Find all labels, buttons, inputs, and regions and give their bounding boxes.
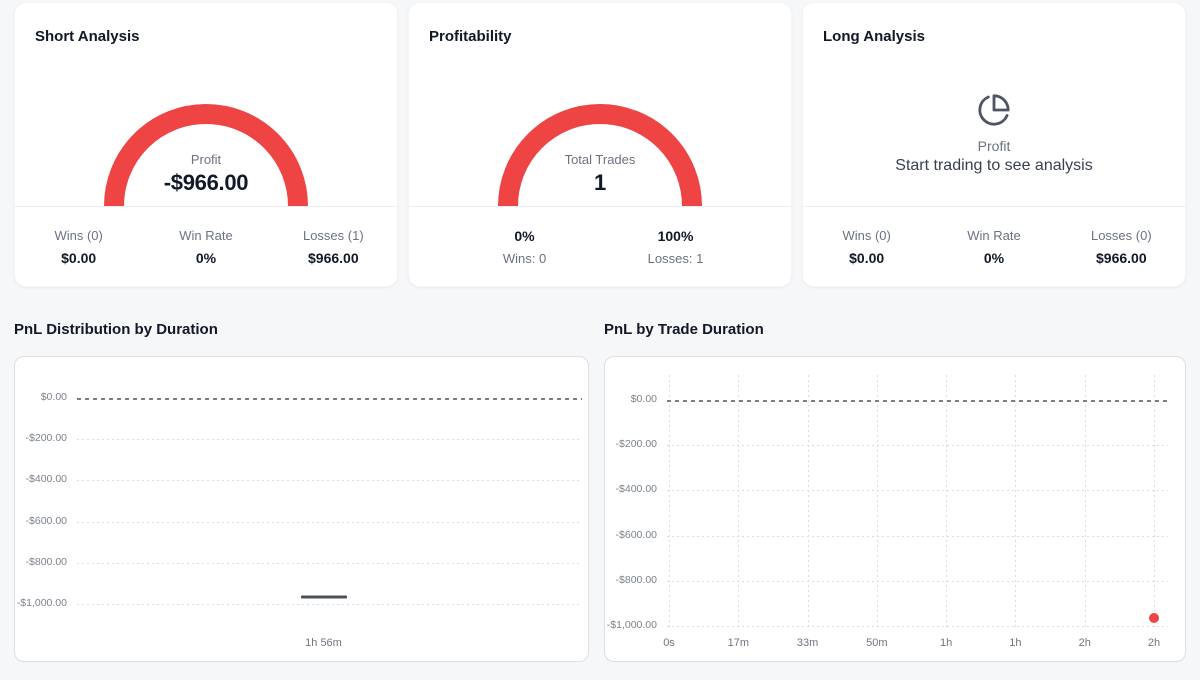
stat-cell: Wins (0) $0.00: [15, 228, 142, 266]
long-analysis-title: Long Analysis: [823, 28, 925, 45]
pie-chart-icon: [978, 94, 1010, 126]
y-tick-label: $0.00: [630, 393, 657, 405]
y-tick-label: -$400.00: [615, 483, 657, 496]
y-tick-label: -$800.00: [615, 573, 657, 586]
x-tick-label: 2h: [1147, 637, 1161, 649]
stat-value: $0.00: [849, 249, 885, 266]
gridline-v: [1084, 375, 1086, 628]
gridline-v: [876, 375, 878, 628]
x-tick-label: 50m: [866, 637, 888, 649]
stat-value: $0.00: [61, 249, 97, 266]
scatter-point[interactable]: [1149, 613, 1159, 624]
stat-label: Wins (0): [842, 227, 891, 243]
stat-cell: Losses (1) $966.00: [270, 228, 397, 266]
stat-value: 0%: [195, 249, 217, 266]
stat-value: 0%: [514, 227, 535, 244]
long-analysis-empty-state: Profit Start trading to see analysis: [803, 93, 1185, 175]
stat-cell: 0% Wins: 0: [449, 228, 600, 266]
y-tick-label: -$200.00: [25, 432, 67, 445]
gridline-h: [667, 580, 1168, 582]
empty-state-message: Start trading to see analysis: [895, 157, 1093, 174]
gauge-label: Profit: [190, 152, 222, 167]
long-analysis-stats: Wins (0) $0.00 Win Rate 0% Losses (0) $966.00: [803, 207, 1185, 286]
total-trades-gauge[interactable]: Total Trades 1: [498, 104, 702, 206]
chart-headings-row: PnL Distribution by Duration PnL by Trad…: [14, 320, 1186, 340]
pnl-by-duration-heading: PnL by Trade Duration: [604, 321, 764, 338]
profitability-title: Profitability: [429, 28, 512, 45]
y-tick-label: $0.00: [40, 391, 67, 403]
profitability-card: Profitability Total Trades 1 0% Wins: 0 10…: [408, 2, 792, 287]
gauge-arc-icon: [104, 104, 308, 206]
stat-cell: 100% Losses: 1: [600, 228, 751, 266]
y-tick-label: -$400.00: [25, 473, 67, 486]
stat-label: Losses (0): [1090, 227, 1152, 243]
stat-cell: Wins (0) $0.00: [803, 228, 930, 266]
stat-label: Losses: 1: [647, 250, 704, 266]
stat-label: Wins (0): [54, 227, 103, 243]
x-tick-label: 33m: [796, 637, 819, 649]
gauge-value: 1: [594, 170, 606, 195]
y-tick-label: -$600.00: [615, 528, 657, 541]
gridline-v: [669, 375, 670, 628]
x-tick-label: 1h: [1009, 637, 1022, 649]
stat-value: $966.00: [1096, 249, 1147, 266]
y-tick-label: -$600.00: [25, 514, 67, 527]
stat-cell: Win Rate 0%: [142, 228, 269, 266]
gridline-h: [77, 439, 582, 441]
stat-value: 100%: [657, 227, 694, 244]
gridline-v: [807, 375, 809, 628]
gridline-v: [738, 375, 740, 628]
short-analysis-card: Short Analysis Profit -$966.00 Wins (0) $…: [14, 2, 398, 287]
zero-line: [667, 400, 1168, 402]
stat-value: $966.00: [308, 249, 359, 266]
gridline-h: [77, 521, 582, 523]
card-divider: [15, 206, 397, 207]
y-tick-label: -$800.00: [25, 555, 67, 568]
stat-label: Losses (1): [302, 227, 364, 243]
stat-label: Win Rate: [179, 227, 233, 243]
stat-cell: Losses (0) $966.00: [1058, 228, 1185, 266]
profitability-stats: 0% Wins: 0 100% Losses: 1: [409, 207, 791, 286]
gauge-label: Total Trades: [564, 152, 636, 167]
gridline-h: [77, 480, 582, 482]
gridline-h: [667, 626, 1168, 627]
charts-row: $0.00 -$200.00 -$400.00 -$600.00 -$800.00 -$1…: [14, 356, 1186, 662]
gridline-h: [77, 562, 582, 564]
stat-label: Wins: 0: [502, 250, 547, 266]
gridline-h: [667, 445, 1168, 447]
y-tick-label: -$1,000.00: [16, 597, 67, 609]
card-divider: [803, 206, 1185, 207]
gauge-arc-icon: [498, 104, 702, 206]
empty-state-label: Profit: [977, 138, 1011, 154]
gridline-h: [667, 535, 1168, 537]
short-analysis-stats: Wins (0) $0.00 Win Rate 0% Losses (1) $966.00: [15, 207, 397, 286]
pnl-distribution-heading: PnL Distribution by Duration: [14, 321, 218, 338]
x-tick-label: 1h 56m: [305, 637, 342, 649]
stat-label: Win Rate: [967, 227, 1021, 243]
gridline-v: [1015, 375, 1017, 628]
x-tick-label: 0s: [663, 637, 675, 649]
pnl-by-trade-duration-chart[interactable]: $0.00 -$200.00 -$400.00 -$600.00 -$800.00 -$1…: [604, 356, 1186, 662]
card-divider: [409, 206, 791, 207]
gridline-v: [946, 375, 948, 628]
stat-value: 0%: [983, 249, 1005, 266]
y-tick-label: -$200.00: [615, 438, 657, 451]
x-tick-label: 2h: [1078, 637, 1091, 649]
zero-line: [77, 398, 582, 400]
stat-cell: Win Rate 0%: [930, 228, 1057, 266]
y-tick-label: -$1,000.00: [606, 619, 657, 631]
gauge-value: -$966.00: [163, 170, 249, 195]
pnl-distribution-chart[interactable]: $0.00 -$200.00 -$400.00 -$600.00 -$800.00 -$1…: [14, 356, 589, 662]
long-analysis-card: Long Analysis Profit Start trading to se…: [802, 2, 1186, 287]
short-profit-gauge[interactable]: Profit -$966.00: [104, 104, 308, 206]
gridline-v: [1154, 375, 1155, 628]
gridline-h: [667, 490, 1168, 492]
bar-mark[interactable]: [300, 595, 347, 599]
analysis-cards-row: Short Analysis Profit -$966.00 Wins (0) $…: [14, 2, 1186, 287]
gridline-h: [77, 604, 582, 605]
x-tick-label: 17m: [727, 637, 749, 649]
x-tick-label: 1h: [940, 637, 953, 649]
short-analysis-title: Short Analysis: [35, 28, 140, 45]
